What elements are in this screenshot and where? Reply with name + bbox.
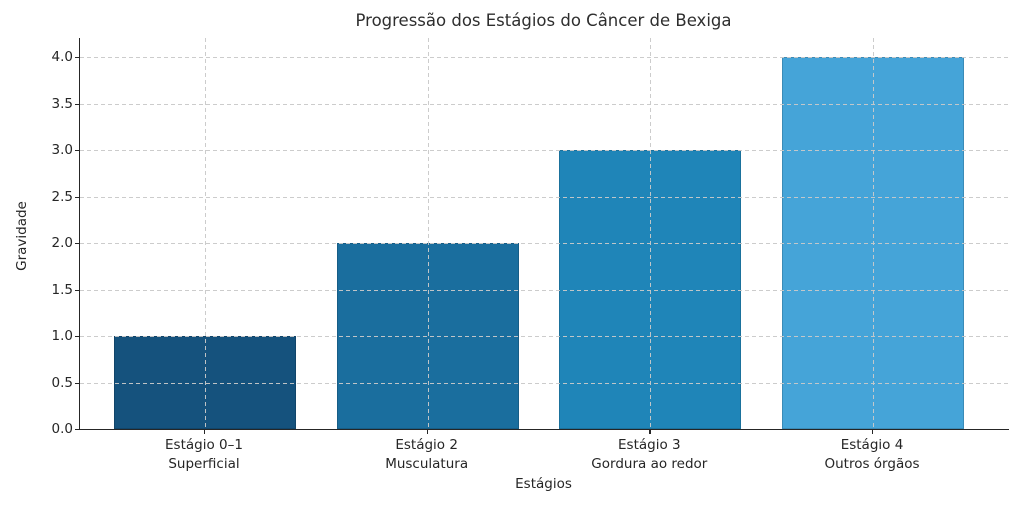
- y-axis-tick: [75, 336, 79, 338]
- v-gridline: [427, 38, 429, 429]
- y-axis-tick: [75, 103, 79, 105]
- h-gridline: [80, 57, 1009, 58]
- x-tick-label: Estágio 4 Outros órgãos: [824, 437, 920, 472]
- h-gridline: [80, 336, 1009, 337]
- h-gridline: [80, 103, 1009, 105]
- plot-area: [79, 38, 1009, 430]
- y-tick-label: 2.0: [51, 235, 73, 251]
- x-tick-label: Estágio 3 Gordura ao redor: [591, 437, 708, 472]
- y-tick-label: 1.0: [51, 328, 73, 344]
- y-axis-tick: [75, 243, 79, 245]
- v-gridline: [873, 38, 874, 429]
- y-axis-tick: [75, 57, 79, 59]
- x-axis-tick: [872, 430, 874, 434]
- y-tick-label: 1.5: [51, 281, 73, 298]
- v-gridline: [205, 38, 206, 429]
- x-axis-tick: [204, 430, 206, 434]
- y-tick-label: 0.5: [51, 374, 73, 391]
- y-tick-label: 4.0: [51, 49, 73, 65]
- v-gridline: [650, 38, 652, 429]
- x-axis-tick: [649, 430, 651, 434]
- x-tick-label: Estágio 0–1 Superficial: [165, 437, 243, 472]
- x-axis-tick: [426, 430, 428, 434]
- h-gridline: [80, 289, 1009, 291]
- h-gridline: [80, 150, 1009, 151]
- x-axis-label: Estágios: [515, 476, 572, 492]
- y-tick-label: 0.0: [51, 421, 73, 437]
- y-axis-tick: [75, 196, 79, 198]
- y-axis-tick: [75, 150, 79, 152]
- h-gridline: [80, 196, 1009, 198]
- h-gridline: [80, 243, 1009, 244]
- h-gridline: [80, 382, 1009, 384]
- chart-title: Progressão dos Estágios do Câncer de Bex…: [355, 11, 732, 30]
- y-axis-tick: [75, 289, 79, 291]
- y-tick-label: 3.0: [51, 142, 73, 158]
- y-tick-label: 3.5: [51, 95, 73, 112]
- y-axis-tick: [75, 429, 79, 431]
- y-axis-tick: [75, 382, 79, 384]
- y-tick-label: 2.5: [51, 188, 73, 205]
- x-tick-label: Estágio 2 Musculatura: [385, 437, 469, 472]
